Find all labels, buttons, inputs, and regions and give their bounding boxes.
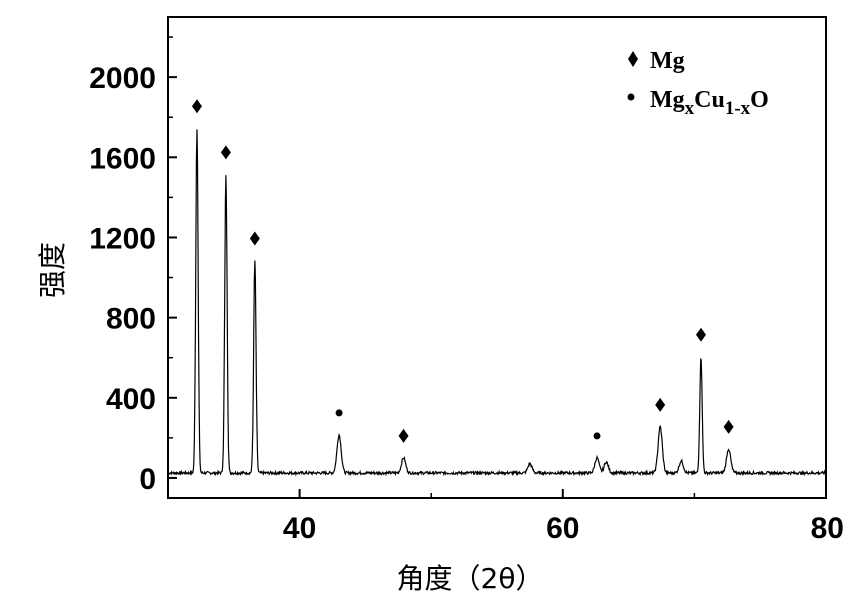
peak-dot-icon: [593, 432, 601, 440]
legend-dot-icon: [627, 93, 635, 101]
peak-diamond-icon: [398, 428, 409, 443]
peak-diamond-icon: [249, 231, 260, 246]
peak-markers: [191, 99, 734, 443]
x-axis: 40 60 80: [167, 489, 844, 545]
peak-diamond-icon: [655, 397, 666, 412]
x-tick-label: 40: [283, 512, 316, 545]
peak-diamond-icon: [723, 419, 734, 434]
plot-frame: [167, 16, 827, 499]
peak-diamond-icon: [191, 99, 202, 114]
y-axis-title: 强度: [36, 242, 69, 298]
peak-dot-icon: [335, 409, 343, 417]
legend-diamond-icon: [628, 51, 638, 67]
peak-diamond-icon: [220, 145, 231, 160]
y-tick-label: 1200: [89, 222, 156, 255]
plot-border: [167, 16, 827, 499]
legend-label-mgcuo: MgxCu1-xO: [650, 87, 769, 119]
y-tick-label: 400: [106, 383, 156, 416]
peak-diamond-icon: [695, 327, 706, 342]
legend: Mg MgxCu1-xO: [627, 48, 769, 119]
y-axis: 0 400 800 1200 1600 2000: [89, 36, 177, 496]
x-tick-label: 60: [546, 512, 579, 545]
xrd-spectrum-line: [167, 129, 826, 477]
y-tick-label: 0: [139, 463, 156, 496]
y-tick-label: 2000: [89, 62, 156, 95]
legend-label-mg: Mg: [650, 48, 685, 74]
x-axis-title: 角度（2θ）: [397, 562, 544, 595]
y-tick-label: 1600: [89, 142, 156, 175]
y-tick-label: 800: [106, 303, 156, 336]
series-layer: [167, 129, 826, 477]
x-tick-label: 80: [811, 512, 844, 545]
